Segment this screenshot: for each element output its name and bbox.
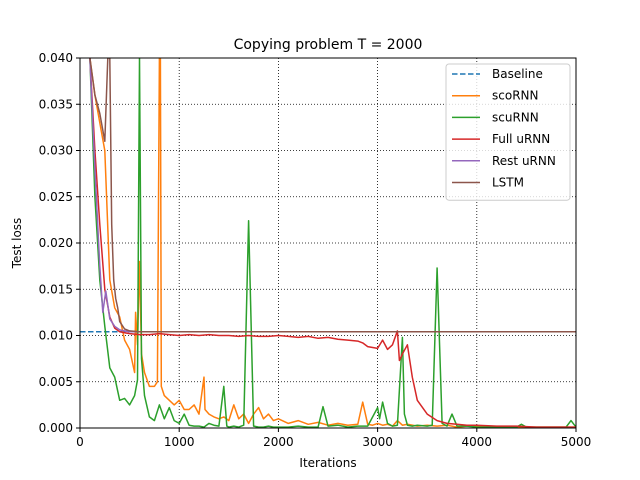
series-line-full-urnn	[89, 58, 576, 428]
y-tick-label: 0.010	[39, 329, 73, 343]
y-tick-label: 0.035	[39, 97, 73, 111]
legend-label: Full uRNN	[492, 132, 550, 146]
y-axis: 0.000 0.005 0.010 0.015 0.020 0.025 0.030 0.035…	[39, 51, 80, 435]
series-layer	[80, 58, 576, 428]
legend: Baseline scoRNN scuRNN Full uRNN Rest uRNN LS…	[445, 63, 571, 201]
y-tick-label: 0.040	[39, 51, 73, 65]
x-axis: 0 1000 2000 3000 4000 5000	[76, 428, 591, 449]
y-axis-label: Test loss	[10, 218, 24, 270]
y-tick-label: 0.020	[39, 236, 73, 250]
legend-label: Baseline	[492, 67, 543, 81]
x-tick-label: 2000	[263, 435, 294, 449]
y-tick-label: 0.000	[39, 421, 73, 435]
x-tick-label: 5000	[561, 435, 592, 449]
x-tick-label: 4000	[462, 435, 493, 449]
x-axis-label: Iterations	[299, 456, 356, 470]
legend-label: LSTM	[492, 176, 524, 190]
x-tick-label: 1000	[164, 435, 195, 449]
y-tick-label: 0.030	[39, 144, 73, 158]
x-tick-label: 3000	[362, 435, 393, 449]
legend-label: scoRNN	[492, 89, 538, 103]
legend-label: Rest uRNN	[492, 154, 556, 168]
series-line-scurnn	[89, 58, 576, 428]
y-tick-label: 0.015	[39, 282, 73, 296]
x-tick-label: 0	[76, 435, 84, 449]
legend-label: scuRNN	[492, 110, 539, 124]
y-tick-label: 0.025	[39, 190, 73, 204]
y-tick-label: 0.005	[39, 375, 73, 389]
chart-title: Copying problem T = 2000	[234, 37, 423, 53]
series-line-lstm	[89, 58, 576, 333]
legend-box	[445, 63, 571, 201]
